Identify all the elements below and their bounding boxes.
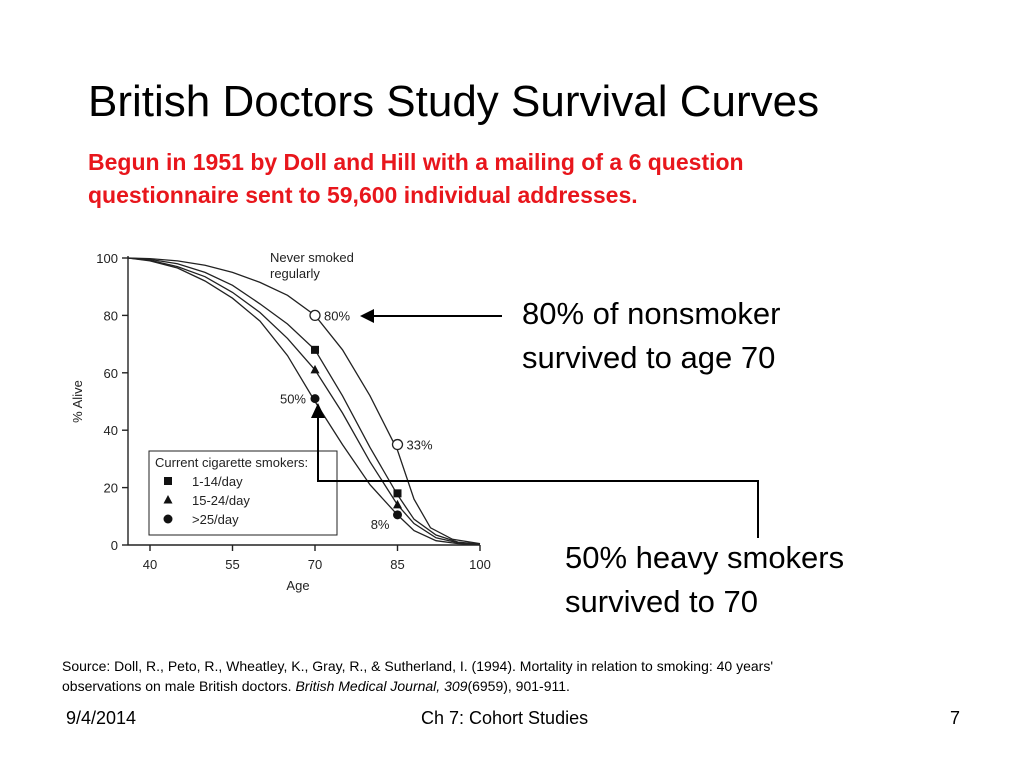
legend-marker-circle [163, 514, 173, 524]
subtitle-line-1: Begun in 1951 by Doll and Hill with a ma… [88, 149, 744, 175]
marker-open-circle [309, 309, 321, 322]
legend-label: 1-14/day [192, 474, 243, 489]
footer-date: 9/4/2014 [66, 708, 137, 728]
legend-title: Current cigarette smokers: [155, 455, 308, 470]
x-tick-label: 55 [225, 557, 239, 572]
marker-label: 33% [407, 438, 433, 453]
source-line-2: observations on male British doctors. Br… [62, 676, 962, 696]
marker-square [393, 489, 402, 498]
arrow-50-head [311, 403, 325, 418]
x-tick-label: 85 [390, 557, 404, 572]
marker-label: 8% [371, 517, 390, 532]
x-axis-label: Age [286, 578, 309, 593]
callout-nonsmoker-line-2: survived to age 70 [522, 340, 776, 375]
source-issue: (6959), 901-911. [467, 678, 570, 694]
never-smoked-annotation: Never smoked [270, 250, 354, 265]
legend-marker-triangle [163, 495, 173, 504]
legend-marker-square [164, 477, 172, 485]
source-text: observations on male British doctors. [62, 678, 296, 694]
curve-markers: 80% 33% 50% 8% [280, 308, 433, 531]
marker-triangle [393, 499, 402, 509]
callout-heavy-smokers: 50% heavy smokers survived to 70 [565, 536, 844, 624]
x-tick-label: 100 [469, 557, 491, 572]
y-tick-label: 100 [96, 251, 118, 266]
legend-label: >25/day [192, 512, 239, 527]
chart-legend: Current cigarette smokers: 1-14/day 15-24/… [148, 450, 338, 536]
slide-title: British Doctors Study Survival Curves [88, 77, 820, 126]
callout-nonsmoker: 80% of nonsmoker survived to age 70 [522, 292, 780, 380]
page-number: 7 [950, 708, 961, 728]
source-line-1: Source: Doll, R., Peto, R., Wheatley, K.… [62, 658, 773, 674]
arrow-50-line [317, 416, 759, 538]
marker-label: 50% [280, 392, 306, 407]
y-tick-label: 20 [104, 481, 118, 496]
callout-heavy-smokers-line-2: survived to 70 [565, 584, 758, 619]
callout-arrows [311, 309, 759, 538]
legend-label: 15-24/day [192, 493, 250, 508]
marker-circle [310, 394, 320, 404]
legend-box [148, 450, 338, 536]
footer-title: Ch 7: Cohort Studies [421, 708, 589, 728]
source-journal: British Medical Journal, 309 [295, 678, 468, 694]
source-citation: Source: Doll, R., Peto, R., Wheatley, K.… [62, 656, 962, 696]
callout-nonsmoker-line-1: 80% of nonsmoker [522, 296, 781, 331]
slide-subtitle: Begun in 1951 by Doll and Hill with a ma… [88, 146, 948, 212]
marker-open-circle [391, 438, 404, 451]
marker-triangle [310, 364, 320, 374]
x-tick-label: 70 [308, 557, 322, 572]
marker-circle [393, 510, 402, 520]
y-tick-label: 40 [104, 423, 118, 438]
y-tick-label: 60 [104, 366, 118, 381]
chart-axes: 0 20 40 60 80 100 40 55 70 85 100 Age % Alive [70, 251, 491, 593]
y-tick-label: 0 [111, 538, 118, 553]
y-axis-label: % Alive [70, 380, 85, 423]
callout-heavy-smokers-line-1: 50% heavy smokers [565, 540, 845, 575]
x-tick-label: 40 [143, 557, 157, 572]
subtitle-line-2: questionnaire sent to 59,600 individual … [88, 182, 638, 208]
y-tick-label: 80 [104, 308, 118, 323]
marker-square [311, 345, 319, 354]
arrow-80-head [360, 309, 374, 323]
never-smoked-annotation: regularly [270, 266, 320, 281]
marker-label: 80% [324, 308, 350, 323]
